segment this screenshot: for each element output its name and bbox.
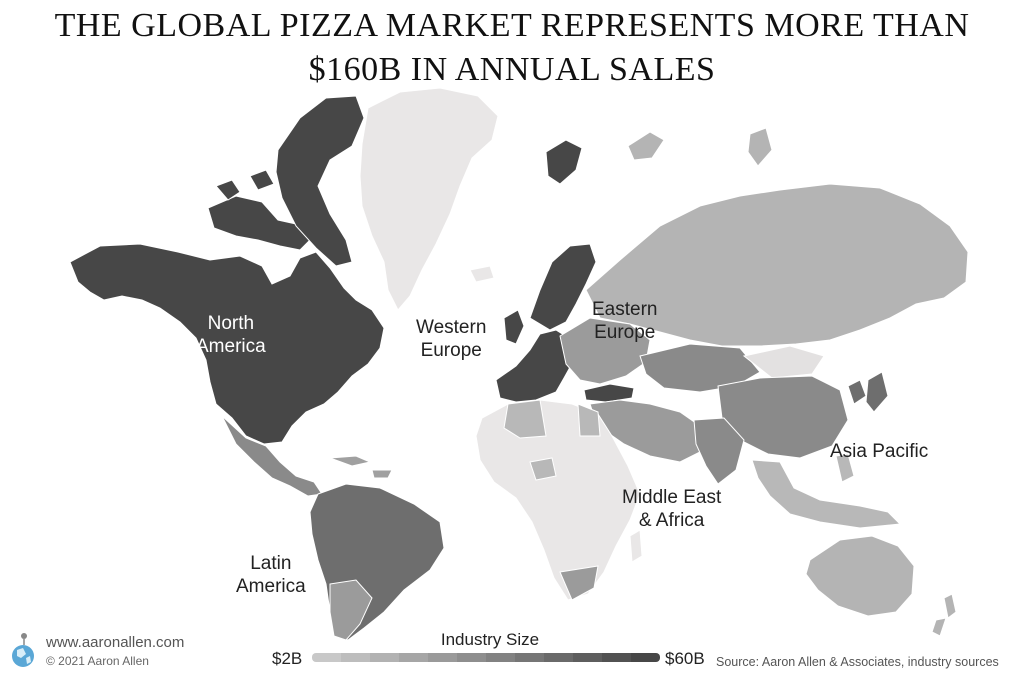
arctic-russia-islands-shape [627,127,773,167]
legend-swatch [602,653,631,662]
legend-swatch [370,653,399,662]
north-america-shape [69,243,385,445]
legend-swatch [544,653,573,662]
legend-swatch [341,653,370,662]
label-latin-america-line2: America [236,576,306,597]
southern-cone-shape [329,579,373,641]
source-note: Source: Aaron Allen & Associates, indust… [716,655,999,669]
label-western-europe-line1: Western [416,317,487,338]
map-title: THE GLOBAL PIZZA MARKET REPRESENTS MORE … [0,4,1024,92]
philippines-shape [835,453,855,483]
label-western-europe: Western Europe [416,316,486,362]
svalbard-shape [545,139,583,185]
legend-swatch [399,653,428,662]
copyright-text: © 2021 Aaron Allen [46,654,149,668]
website-link[interactable]: www.aaronallen.com [46,634,185,651]
british-isles-shape [503,309,525,345]
legend-swatch [428,653,457,662]
greenland-shape [359,87,499,311]
scandinavia-shape [529,243,597,331]
arctic-small-islands-shape [215,169,275,201]
eastern-europe-shape [559,317,651,385]
label-western-europe-line2: Europe [420,340,482,361]
legend-min-label: $2B [272,649,303,668]
title-line-2: $160B IN ANNUAL SALES [308,51,716,88]
india-shape [693,417,745,485]
label-middle-east-africa-line1: Middle East [622,487,722,508]
legend-swatch [573,653,602,662]
south-america-shape [309,483,445,641]
australia-shape [805,535,915,617]
label-eastern-europe-line1: Eastern [592,299,658,320]
legend-swatch [631,653,660,662]
label-north-america: North America [196,312,266,358]
label-north-america-line2: America [196,336,266,357]
title-line-1: THE GLOBAL PIZZA MARKET REPRESENTS MORE … [54,7,970,44]
legend-title: Industry Size [440,630,540,649]
label-middle-east-africa-line2: & Africa [638,510,705,531]
legend-max-label: $60B [665,649,705,668]
legend-swatch [515,653,544,662]
iceland-shape [469,265,495,283]
label-north-america-line1: North [207,313,255,334]
baffin-ellesmere-shape [275,95,365,267]
mongolia-shape [742,345,825,379]
legend-swatch [457,653,486,662]
label-eastern-europe-line2: Europe [594,322,656,343]
turkey-shape [583,383,635,403]
label-eastern-europe: Eastern Europe [592,298,657,344]
label-asia-pacific: Asia Pacific [830,440,928,463]
russia-shape [585,183,969,347]
label-middle-east-africa: Middle East & Africa [622,486,721,532]
label-asia-pacific-line1: Asia Pacific [830,441,929,462]
new-zealand-shape [931,593,957,637]
north-africa-shape [503,399,601,439]
madagascar-shape [629,529,643,563]
caribbean-shape [329,455,393,479]
legend-swatch [486,653,515,662]
korea-japan-shape [847,371,889,413]
globe-logo-icon [12,633,34,667]
south-africa-shape [559,565,599,601]
legend-swatch [312,653,341,662]
label-latin-america-line1: Latin [250,553,292,574]
label-latin-america: Latin America [236,552,306,598]
legend-gradient-bar [312,653,660,662]
nigeria-shape [529,457,557,481]
southeast-asia-shape [751,459,902,529]
arctic-islands-shape [207,195,311,251]
